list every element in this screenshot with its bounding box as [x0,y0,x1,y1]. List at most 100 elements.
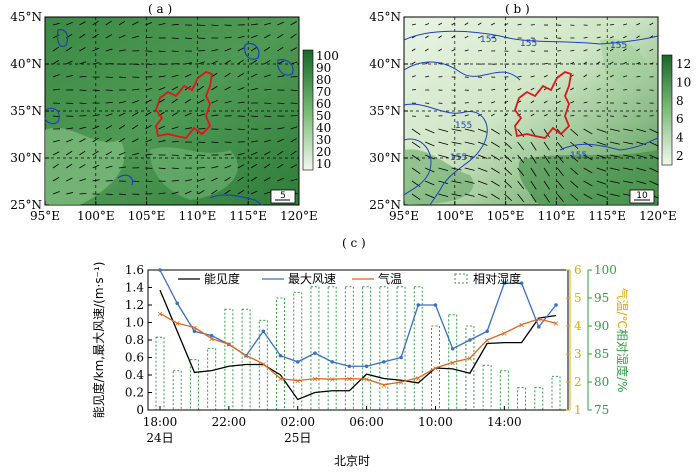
wind-vector [158,86,166,91]
wind-vector [504,141,513,150]
wind-line-point [536,325,541,329]
wind-vector [52,34,60,39]
wind-vector [132,100,139,104]
lon-tick-label: 110°E [538,209,576,223]
wind-vector [277,60,284,65]
temp-line-point: × [535,315,542,324]
wind-vector [171,50,179,52]
temp-line-point: × [294,377,301,386]
wind-vector [530,167,537,177]
wind-vector [477,101,482,104]
lon-tick-label: 100°E [77,209,115,223]
wind-vector [250,176,258,182]
visibility-line [159,289,557,401]
wind-vector [198,166,206,169]
wind-vector [623,128,634,132]
wind-vector [198,178,205,182]
wind-vector [211,114,219,117]
wind-vector [530,113,535,117]
wind-vector [66,127,74,130]
wind-vector [556,87,561,91]
wind-vector [438,35,442,39]
colorbar-tick-label: 30 [316,133,331,147]
colorbar-tick-label: 70 [316,85,331,99]
wind-vector [636,128,647,133]
wind-vector [118,20,126,26]
wind-vector [583,87,588,91]
wind-vector [184,127,192,130]
wind-vector [131,124,139,130]
wind-vector [92,62,100,65]
temp-line-point: × [243,351,250,360]
wind-line-point [192,329,197,334]
wind-vector [211,141,219,144]
wind-vector [477,22,482,26]
date-tick-label: 25日 [284,431,311,445]
wind-vector [609,193,620,197]
wind-vector [237,35,245,39]
wind-vector [596,88,601,91]
wind-vector [66,177,73,182]
wind-vector [79,138,86,143]
wind-vector [451,154,462,158]
wind-line-point [313,351,317,355]
temp-line-point: × [157,309,164,318]
wind-vector [451,22,456,26]
left-axis-ticks: 1.6 1.4 1.2 1.0 0.8 0.6 0.4 0.2 0 [125,263,152,417]
wind-vector [171,191,179,195]
left-tick-label: 0.6 [125,351,144,365]
temp-tick-label: 6 [574,263,582,277]
legend-label: 能见度 [204,271,240,286]
wind-vector [184,62,192,65]
wind-vector [105,48,113,52]
wind-vector [250,140,258,143]
lat-tick-label: 35°N [10,104,42,118]
wind-vector [543,193,550,203]
wind-vector [184,179,192,182]
wind-vector [237,59,244,65]
wind-vector [79,47,86,52]
wind-vector [609,36,614,39]
wind-vector [543,74,548,78]
wind-vector [105,20,112,26]
wind-vector [79,126,87,130]
wind-vector [451,114,456,117]
wind-vector [52,74,60,78]
wind-vector [530,141,537,151]
legend-label: 最大风速 [288,272,336,286]
wind-vector [224,153,232,156]
wind-vector [277,177,284,182]
wind-vector [504,113,508,117]
panel-c: × × × × × × × × × × × × × × × × × × × × × × × × 1.6 1.4 1.2 1.0 0.8… [91,262,630,468]
wind-line-point [519,281,524,285]
wind-vector [171,140,179,143]
wind-vector [264,74,271,78]
wind-vector [118,151,126,156]
rh-bar [155,336,165,411]
wind-vector [649,154,659,160]
wind-vector [596,180,607,185]
wind-vector [451,62,456,65]
wind-vector [237,128,245,131]
wind-vector [224,60,231,65]
wind-vector [477,128,488,133]
wind-vector [556,167,564,176]
wind-vector [438,48,443,52]
wind-vector [224,189,231,195]
wind-vector [477,49,483,52]
rh-axis: 100 95 90 85 80 75 [587,263,617,417]
wind-vector [438,193,449,197]
panel-b-contour-label: 155 [570,151,587,161]
colorbar-tick-label: 100 [316,49,339,63]
wind-vector [198,154,206,156]
wind-vector [66,192,74,195]
wind-vector [451,193,462,197]
lat-tick-label: 35°N [369,104,401,118]
wind-vector [52,46,60,52]
temp-line-point: × [226,340,233,349]
wind-vector [425,128,435,134]
panel-b-contour-label: 155 [520,39,537,49]
wind-vector [79,164,86,169]
left-tick-label: 1.6 [125,263,144,277]
wind-vector [171,126,179,130]
